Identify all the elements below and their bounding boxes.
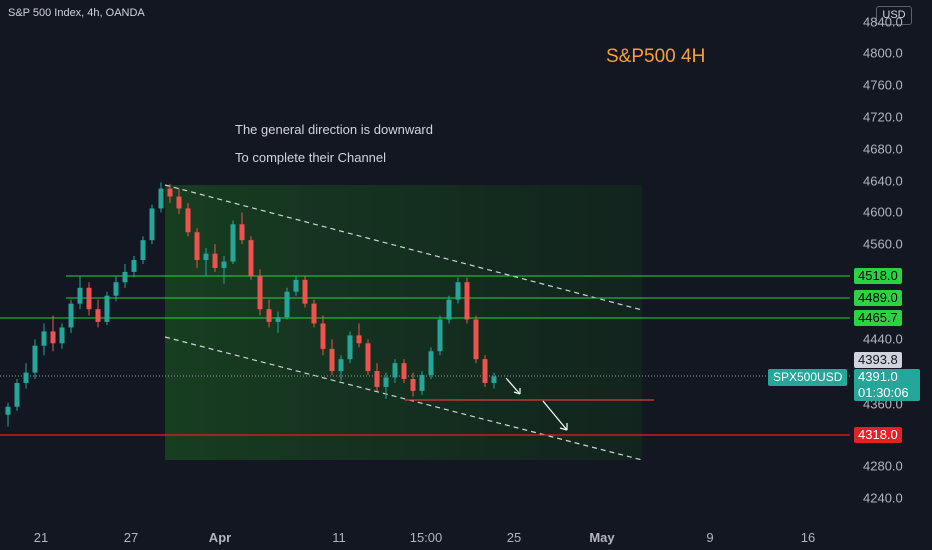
y-tick: 4240.0	[863, 490, 903, 506]
candle-body	[122, 271, 128, 283]
candle-body	[437, 319, 443, 352]
x-tick: May	[589, 530, 615, 545]
candle-body	[383, 377, 389, 387]
current-price-tag: 4391.0 01:30:06	[854, 369, 920, 401]
candle-body	[230, 224, 236, 262]
y-tick: 4800.0	[863, 45, 903, 61]
y-tick: 4640.0	[863, 173, 903, 189]
candle-body	[113, 282, 119, 296]
x-tick: 11	[332, 530, 346, 545]
y-tick: 4600.0	[863, 204, 903, 220]
y-tick: 4440.0	[863, 331, 903, 347]
candle-body	[23, 372, 29, 383]
candle-body	[59, 327, 65, 344]
note-line-1: The general direction is downward	[235, 122, 433, 137]
note-line-2: To complete their Channel	[235, 150, 387, 165]
candle-body	[446, 299, 452, 320]
candle-body	[221, 261, 227, 268]
candle-body	[482, 359, 488, 383]
projection-arrows	[505, 377, 568, 431]
candle-body	[320, 323, 326, 349]
current-price: 4391.0	[858, 369, 898, 384]
y-tick: 4280.0	[863, 458, 903, 474]
level-tag-4318: 4318.0	[854, 427, 902, 443]
x-tick: 15:00	[409, 530, 443, 545]
candle-body	[68, 303, 74, 328]
candle-body	[284, 291, 290, 318]
level-tag-4489: 4489.0	[854, 290, 902, 306]
candle-body	[41, 331, 47, 346]
channel-lower-line	[164, 336, 643, 461]
candle-body	[329, 348, 335, 372]
candle-body	[464, 282, 470, 320]
x-tick: 27	[123, 530, 139, 545]
candle-body	[374, 371, 380, 387]
bar-countdown: 01:30:06	[858, 385, 909, 400]
y-tick: 4560.0	[863, 236, 903, 252]
candle-body	[248, 240, 254, 276]
currency-button[interactable]: USD	[876, 6, 912, 25]
candle-body	[95, 309, 101, 322]
candle-body	[401, 363, 407, 379]
candle-body	[239, 224, 245, 241]
candle-body	[14, 382, 20, 407]
candle-body	[86, 287, 92, 310]
y-tick: 4720.0	[863, 109, 903, 125]
symbol-tag: SPX500USD	[768, 369, 848, 386]
candle-body	[338, 359, 344, 372]
candle-body	[194, 232, 200, 260]
channel-upper-line	[164, 184, 643, 311]
candle-body	[347, 335, 353, 360]
x-tick: 9	[706, 530, 714, 545]
candle-body	[365, 343, 371, 372]
candle-body	[50, 331, 56, 344]
candle-body	[5, 406, 11, 415]
candle-body	[131, 260, 137, 272]
candle-body	[428, 351, 434, 376]
channel-area	[165, 185, 642, 460]
candle-body	[167, 188, 173, 197]
candle-body	[455, 282, 461, 300]
candle-body	[149, 208, 155, 241]
x-tick: 25	[506, 530, 522, 545]
candle-body	[176, 196, 182, 209]
candle-body	[311, 303, 317, 324]
candle-body	[257, 275, 263, 310]
candles-group	[5, 182, 497, 427]
y-tick: 4760.0	[863, 77, 903, 93]
candle-body	[32, 345, 38, 373]
candle-body	[356, 335, 362, 344]
candle-body	[140, 240, 146, 260]
chart-title: S&P500 4H	[606, 46, 706, 67]
x-tick: Apr	[208, 530, 232, 545]
candle-body	[266, 309, 272, 322]
candle-body	[392, 363, 398, 378]
candle-body	[203, 253, 209, 260]
candle-body	[275, 317, 281, 322]
chart-header: S&P 500 Index, 4h, OANDA	[8, 7, 145, 19]
candle-body	[77, 287, 83, 304]
candle-body	[491, 376, 497, 383]
candle-body	[212, 253, 218, 268]
candle-body	[104, 295, 110, 322]
x-tick: 21	[33, 530, 49, 545]
candle-body	[293, 279, 299, 292]
level-tag-4518: 4518.0	[854, 268, 902, 284]
y-tick: 4840.0	[863, 14, 903, 30]
candle-body	[419, 375, 425, 391]
candle-body	[410, 379, 416, 391]
level-tag-gray: 4393.8	[854, 352, 902, 368]
candle-body	[473, 319, 479, 360]
candle-body	[158, 188, 164, 209]
y-tick: 4680.0	[863, 141, 903, 157]
level-tag-4465: 4465.7	[854, 310, 902, 326]
candle-body	[185, 208, 191, 233]
candle-body	[302, 279, 308, 304]
x-tick: 16	[800, 530, 816, 545]
